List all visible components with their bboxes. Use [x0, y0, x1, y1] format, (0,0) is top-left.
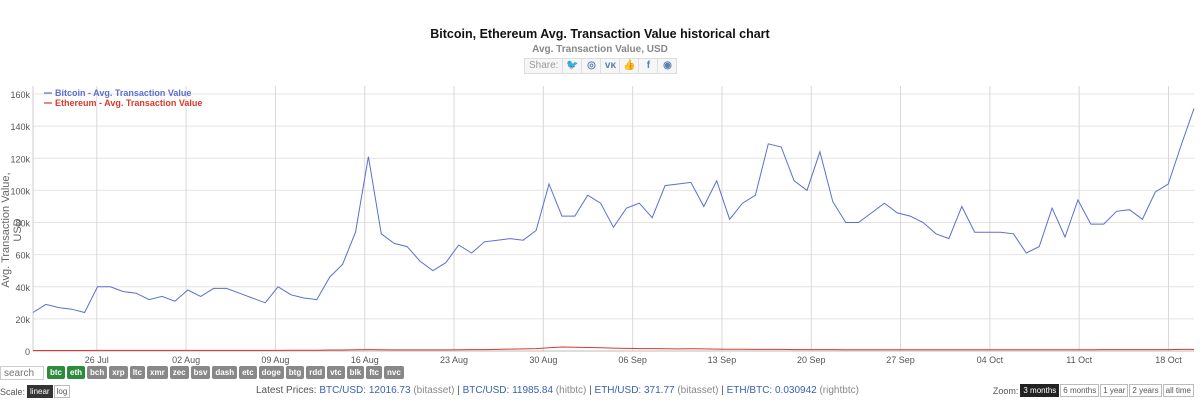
y-tick-label: 60k	[15, 251, 30, 261]
price-source: (hitbtc)	[553, 385, 587, 396]
coin-button-zec[interactable]: zec	[169, 366, 189, 379]
coin-button-bch[interactable]: bch	[87, 366, 108, 379]
y-tick-label: 20k	[15, 315, 30, 325]
price-source: (rightbtc)	[816, 385, 859, 396]
price-separator: |	[586, 385, 595, 396]
y-axis-label: Avg. Transaction Value, USD	[0, 172, 24, 288]
coin-button-btc[interactable]: btc	[47, 366, 65, 379]
coin-button-xmr[interactable]: xmr	[147, 366, 168, 379]
coin-button-nvc[interactable]: nvc	[384, 366, 404, 379]
y-tick-label: 160k	[10, 90, 30, 100]
coin-button-bsv[interactable]: bsv	[190, 366, 211, 379]
coin-button-rdd[interactable]: rdd	[306, 366, 326, 379]
coin-button-eth[interactable]: eth	[67, 366, 85, 379]
x-tick-label: 30 Aug	[529, 355, 557, 365]
zoom-3-months-button[interactable]: 3 months	[1020, 384, 1060, 397]
scale-label: Scale:	[0, 386, 26, 397]
x-tick-label: 27 Sep	[886, 355, 915, 365]
y-tick-label: 100k	[10, 186, 30, 196]
coin-button-ltc[interactable]: ltc	[129, 366, 146, 379]
scale-control: Scale: linear log	[0, 385, 71, 398]
coin-button-doge[interactable]: doge	[258, 366, 284, 379]
price-source: (bitasset)	[674, 385, 719, 396]
x-tick-label: 11 Oct	[1066, 355, 1092, 365]
like-icon[interactable]: 👍	[620, 59, 640, 73]
x-tick-label: 23 Aug	[440, 355, 468, 365]
coin-button-dash[interactable]: dash	[212, 366, 238, 379]
chart-svg: 0 20k 40k 60k 80k 100k 120k 140k 160k 26 Jul 02 Au…	[10, 86, 1195, 365]
x-tick-label: 04 Oct	[977, 355, 1004, 365]
coin-button-ftc[interactable]: ftc	[366, 366, 382, 379]
price-separator: |	[718, 385, 727, 396]
price-value[interactable]: 0.030942	[774, 385, 817, 396]
coin-button-btg[interactable]: btg	[285, 366, 305, 379]
coin-filter-bar: btc eth bch xrp ltc xmr zec bsv dash etc doge btg rd…	[47, 366, 404, 379]
x-tick-label: 26 Jul	[85, 355, 109, 365]
vk-icon[interactable]: ᴠᴋ	[601, 59, 621, 73]
zoom-1-year-button[interactable]: 1 year	[1100, 384, 1129, 397]
zoom-6-months-button[interactable]: 6 months	[1060, 384, 1100, 397]
x-tick-label: 13 Sep	[708, 355, 737, 365]
scale-linear-button[interactable]: linear	[27, 385, 53, 398]
coin-button-vtc[interactable]: vtc	[327, 366, 345, 379]
y-tick-label: 0	[25, 347, 30, 357]
x-tick-label: 16 Aug	[351, 355, 379, 365]
price-separator: |	[454, 385, 463, 396]
series-line-bitcoin	[32, 108, 1195, 314]
x-tick-label: 02 Aug	[172, 355, 200, 365]
x-tick-label: 20 Sep	[797, 355, 826, 365]
zoom-control: Zoom: 3 months 6 months 1 year 2 years all t…	[993, 384, 1194, 397]
zoom-all-time-button[interactable]: all time	[1162, 384, 1194, 397]
price-source: (bitasset)	[410, 385, 455, 396]
x-tick-label: 06 Sep	[618, 355, 647, 365]
coin-button-blk[interactable]: blk	[346, 366, 365, 379]
chart-subtitle: Avg. Transaction Value, USD	[532, 44, 668, 55]
weibo-icon[interactable]: ◉	[663, 60, 672, 71]
search-input[interactable]	[0, 366, 44, 380]
scale-log-button[interactable]: log	[53, 385, 71, 398]
series-line-ethereum	[33, 346, 1194, 351]
price-value[interactable]: 371.77	[643, 385, 675, 396]
x-tick-label: 09 Aug	[261, 355, 289, 365]
latest-prices-label: Latest Prices:	[256, 385, 317, 396]
share-bar: Share: 🐦 ◎ ᴠᴋ 👍 f ◉	[524, 58, 678, 74]
coin-button-xrp[interactable]: xrp	[109, 366, 128, 379]
price-pair[interactable]: BTC/USD:	[319, 385, 369, 396]
zoom-label: Zoom:	[992, 385, 1019, 396]
y-tick-label: 140k	[10, 122, 30, 132]
price-pair[interactable]: BTC/USD:	[462, 385, 513, 396]
facebook-icon[interactable]: f	[639, 59, 659, 73]
price-value[interactable]: 12016.73	[368, 385, 411, 396]
y-tick-label: 120k	[10, 154, 30, 164]
y-tick-label: 40k	[15, 283, 30, 293]
latest-prices: Latest Prices: BTC/USD: 12016.73 (bitass…	[256, 385, 859, 396]
price-pair[interactable]: ETH/USD:	[594, 385, 644, 396]
x-tick-label: 18 Oct	[1155, 355, 1182, 365]
coin-button-etc[interactable]: etc	[239, 366, 257, 379]
chart-title: Bitcoin, Ethereum Avg. Transaction Value…	[430, 27, 770, 41]
share-label: Share:	[525, 59, 564, 73]
twitter-icon[interactable]: 🐦	[563, 59, 583, 73]
reddit-icon[interactable]: ◎	[582, 59, 602, 73]
zoom-2-years-button[interactable]: 2 years	[1129, 384, 1162, 397]
legend-label: Bitcoin - Avg. Transaction Value	[55, 88, 191, 98]
price-value[interactable]: 11985.84	[512, 385, 554, 396]
y-tick-label: 80k	[15, 219, 30, 229]
price-pair[interactable]: ETH/BTC:	[726, 385, 775, 396]
legend-label: Ethereum - Avg. Transaction Value	[55, 98, 202, 108]
